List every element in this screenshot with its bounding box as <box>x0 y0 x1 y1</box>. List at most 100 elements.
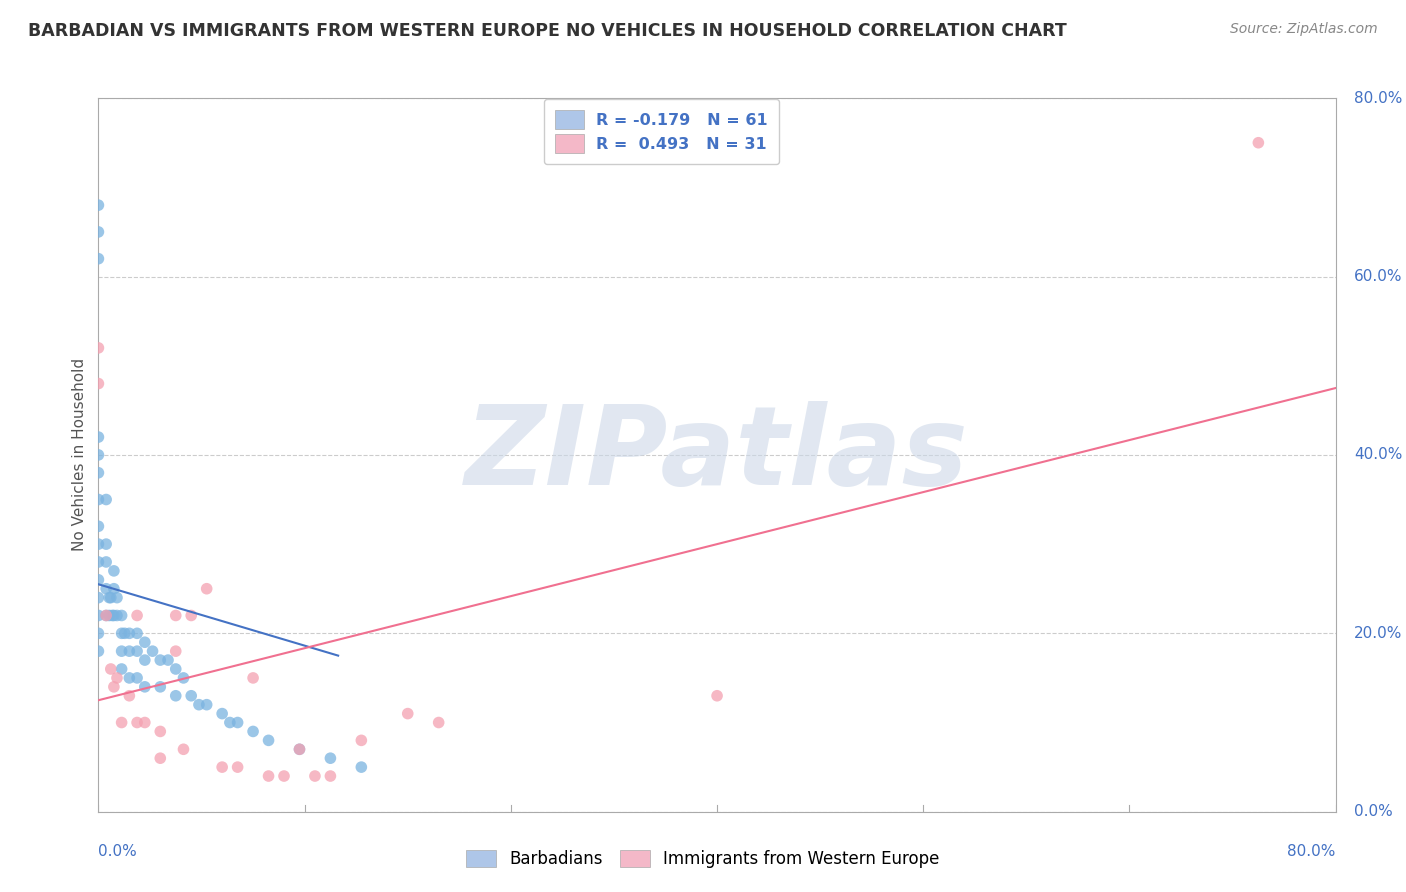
Point <box>98 591 121 605</box>
Y-axis label: No Vehicles in Household: No Vehicles in Household <box>72 359 87 551</box>
Point <box>87 492 110 507</box>
Point <box>111 662 132 676</box>
Legend: R = -0.179   N = 61, R =  0.493   N = 31: R = -0.179 N = 61, R = 0.493 N = 31 <box>544 99 779 164</box>
Point <box>114 626 136 640</box>
Point <box>118 689 141 703</box>
Point <box>706 689 728 703</box>
Point <box>242 671 264 685</box>
Point <box>350 733 373 747</box>
Point <box>165 689 187 703</box>
Text: 80.0%: 80.0% <box>1354 91 1403 105</box>
Legend: Barbadians, Immigrants from Western Europe: Barbadians, Immigrants from Western Euro… <box>460 843 946 875</box>
Point <box>105 608 128 623</box>
Point <box>157 653 180 667</box>
Point <box>87 555 110 569</box>
Point <box>134 653 156 667</box>
Point <box>257 733 280 747</box>
Point <box>96 492 118 507</box>
Point <box>98 608 121 623</box>
Point <box>319 751 342 765</box>
Point <box>226 715 249 730</box>
Text: 80.0%: 80.0% <box>1288 844 1336 859</box>
Point <box>118 644 141 658</box>
Point <box>141 644 165 658</box>
Point <box>396 706 419 721</box>
Point <box>96 582 118 596</box>
Point <box>149 653 172 667</box>
Point <box>87 626 110 640</box>
Point <box>149 751 172 765</box>
Point <box>96 555 118 569</box>
Point <box>87 608 110 623</box>
Point <box>105 591 128 605</box>
Point <box>304 769 326 783</box>
Point <box>111 626 132 640</box>
Point <box>172 671 194 685</box>
Point <box>103 582 125 596</box>
Point <box>211 706 233 721</box>
Point <box>211 760 233 774</box>
Point <box>257 769 280 783</box>
Point <box>87 591 110 605</box>
Point <box>103 564 125 578</box>
Point <box>96 608 118 623</box>
Point <box>319 769 342 783</box>
Point <box>350 760 373 774</box>
Text: Source: ZipAtlas.com: Source: ZipAtlas.com <box>1230 22 1378 37</box>
Point <box>87 225 110 239</box>
Point <box>288 742 311 756</box>
Point <box>1247 136 1270 150</box>
Point <box>87 519 110 533</box>
Point <box>219 715 242 730</box>
Point <box>87 537 110 551</box>
Point <box>195 582 218 596</box>
Point <box>111 715 132 730</box>
Point <box>165 644 187 658</box>
Point <box>127 626 149 640</box>
Point <box>87 644 110 658</box>
Point <box>242 724 264 739</box>
Point <box>103 608 125 623</box>
Text: ZIPatlas: ZIPatlas <box>465 401 969 508</box>
Point <box>134 680 156 694</box>
Point <box>105 671 128 685</box>
Point <box>100 662 122 676</box>
Point <box>87 573 110 587</box>
Point <box>87 466 110 480</box>
Point <box>87 376 110 391</box>
Point <box>165 608 187 623</box>
Point <box>87 198 110 212</box>
Text: 20.0%: 20.0% <box>1354 626 1403 640</box>
Point <box>101 608 124 623</box>
Point <box>172 742 194 756</box>
Point <box>427 715 450 730</box>
Point <box>180 608 202 623</box>
Point <box>188 698 211 712</box>
Point <box>226 760 249 774</box>
Point <box>134 635 156 649</box>
Text: 0.0%: 0.0% <box>98 844 138 859</box>
Point <box>96 608 118 623</box>
Point <box>127 608 149 623</box>
Text: BARBADIAN VS IMMIGRANTS FROM WESTERN EUROPE NO VEHICLES IN HOUSEHOLD CORRELATION: BARBADIAN VS IMMIGRANTS FROM WESTERN EUR… <box>28 22 1067 40</box>
Point <box>127 644 149 658</box>
Point <box>149 680 172 694</box>
Text: 0.0%: 0.0% <box>1354 805 1393 819</box>
Point <box>87 430 110 444</box>
Point <box>165 662 187 676</box>
Point <box>96 537 118 551</box>
Point <box>149 724 172 739</box>
Point <box>111 608 132 623</box>
Point <box>87 341 110 355</box>
Point <box>87 448 110 462</box>
Text: 40.0%: 40.0% <box>1354 448 1403 462</box>
Point <box>111 644 132 658</box>
Point <box>103 680 125 694</box>
Text: 60.0%: 60.0% <box>1354 269 1403 284</box>
Point <box>180 689 202 703</box>
Point <box>288 742 311 756</box>
Point <box>100 591 122 605</box>
Point <box>118 626 141 640</box>
Point <box>87 252 110 266</box>
Point <box>195 698 218 712</box>
